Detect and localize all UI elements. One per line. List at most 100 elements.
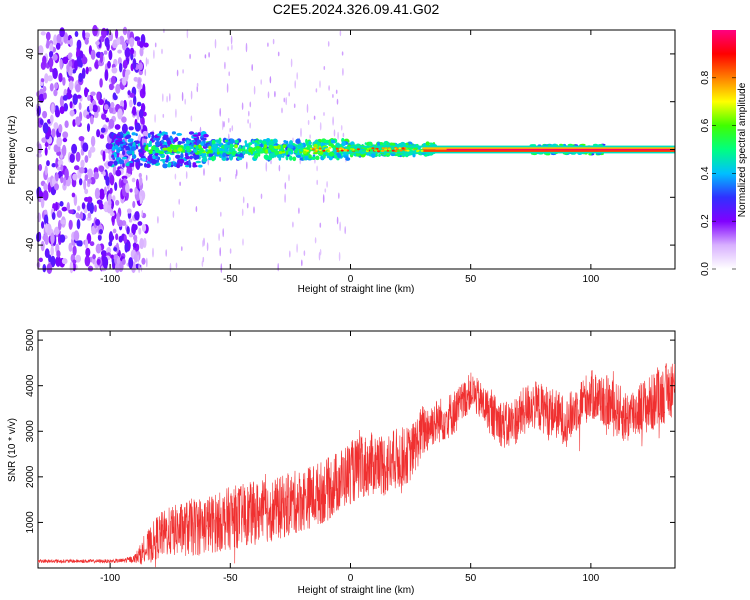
spectrogram-cell-700 [307, 119, 310, 126]
spectrogram-cell-1535 [355, 153, 360, 157]
spectrogram-cell-1775 [229, 155, 234, 161]
spectrogram-x-label: Height of straight line (km) [298, 284, 415, 295]
spectrogram-cell-749 [220, 211, 222, 217]
spectrogram-cell-1987 [207, 149, 213, 153]
spectrogram-cell-2143 [313, 146, 317, 149]
spectrogram-cell-448 [135, 178, 140, 189]
spectrogram-cell-380 [84, 174, 89, 181]
spectrogram-cell-964 [122, 156, 127, 160]
spectrogram-cell-413 [133, 224, 138, 231]
spectrogram-cell-1988 [282, 144, 286, 149]
spectrogram-cell-2198 [371, 147, 375, 150]
spectrogram-cell-497 [84, 87, 88, 98]
spectrogram-cell-702 [338, 251, 341, 262]
spectrogram-cell-804 [285, 97, 288, 106]
spectrogram-cell-1649 [122, 150, 126, 156]
spectrogram-cell-801 [300, 127, 302, 138]
spectrogram-cell-1196 [131, 132, 136, 136]
spectrogram-cell-258 [51, 103, 55, 115]
spectrogram-cell-650 [111, 216, 115, 223]
snr-y-label: SNR (10 * v/v) [7, 418, 18, 482]
spectrogram-cell-1929 [263, 144, 268, 149]
spectrogram-cell-1744 [366, 142, 369, 146]
spectrogram-cell-1995 [319, 150, 324, 155]
spectrogram-x-tick-label-2: 0 [348, 274, 354, 285]
spectrogram-cell-765 [309, 134, 311, 139]
spectrogram-cell-489 [92, 254, 96, 260]
spectrogram-cell-410 [98, 98, 105, 106]
spectrogram-cell-278 [83, 179, 87, 191]
spectrogram-cell-697 [55, 172, 59, 182]
spectrogram-cell-1650 [386, 142, 389, 146]
spectrogram-cell-456 [48, 57, 54, 68]
spectrogram-cell-1942 [280, 148, 284, 152]
spectrogram-cell-1866 [216, 148, 220, 153]
spectrogram-cell-787 [152, 247, 154, 258]
spectrogram-cell-680 [121, 258, 126, 265]
spectrogram-cell-296 [44, 147, 48, 156]
spectrogram-cell-683 [133, 253, 138, 263]
spectrogram-cell-828 [301, 259, 303, 267]
spectrogram-cell-270 [137, 77, 141, 88]
spectrogram-cell-830 [283, 97, 286, 103]
spectrogram-cell-1895 [238, 144, 242, 149]
spectrogram-cell-696 [143, 42, 149, 48]
spectrogram-cell-1122 [295, 138, 301, 144]
spectrogram-cell-671 [50, 245, 54, 257]
spectrogram-cell-1236 [378, 153, 381, 157]
spectrogram-cell-1290 [176, 132, 183, 136]
spectrogram-line-upper [350, 145, 675, 148]
spectrogram-cell-673 [84, 155, 89, 163]
spectrogram-cell-662 [101, 113, 107, 120]
spectrogram-cell-310 [37, 143, 42, 155]
spectrogram-cell-869 [245, 42, 248, 53]
spectrogram-cell-178 [87, 212, 92, 219]
spectrogram-cell-499 [84, 188, 89, 195]
spectrogram-cell-1632 [176, 163, 181, 169]
snr-y-ticks: 1000 2000 3000 4000 5000 [25, 329, 675, 534]
spectrogram-cell-455 [93, 204, 97, 213]
spectrogram-cell-841 [230, 35, 233, 45]
spectrogram-cell-810 [169, 262, 172, 272]
spectrogram-cell-856 [137, 254, 139, 263]
spectrogram-cell-1633 [201, 152, 207, 157]
spectrogram-cell-425 [84, 32, 91, 39]
spectrogram-cell-527 [62, 77, 66, 86]
spectrogram-cell-874 [190, 115, 193, 122]
spectrogram-cell-679 [142, 130, 149, 137]
spectrogram-cell-799 [336, 216, 339, 225]
spectrogram-cell-814 [318, 251, 321, 261]
spectrogram-cell-1980 [234, 144, 238, 148]
spectrogram-cell-1735 [253, 154, 258, 159]
spectrogram-cell-1957 [162, 147, 168, 151]
snr-y-tick-label-2: 3000 [25, 420, 36, 443]
spectrogram-cell-1056 [181, 137, 187, 142]
spectrogram-cell-591 [110, 254, 114, 259]
spectrogram-cell-1853 [345, 151, 350, 155]
spectrogram-cell-1590 [148, 154, 153, 160]
spectrogram-cell-677 [99, 51, 104, 64]
spectrogram-cell-354 [42, 264, 47, 273]
spectrogram-cell-336 [61, 206, 68, 212]
colorbar-ticks: 0.0 0.2 0.4 0.6 0.8 [700, 70, 736, 276]
spectrogram-cell-837 [316, 179, 319, 186]
spectrogram-cell-109 [73, 165, 80, 171]
spectrogram-cell-1971 [177, 147, 183, 152]
spectrogram-cell-878 [242, 238, 244, 246]
spectrogram-cell-352 [41, 137, 48, 143]
spectrogram-cell-795 [241, 208, 244, 217]
spectrogram-cell-1978 [155, 149, 159, 152]
spectrogram-cell-1485 [159, 159, 166, 162]
spectrogram-cell-359 [114, 29, 119, 39]
spectrogram-cell-567 [113, 94, 118, 101]
spectrogram-cell-436 [139, 47, 144, 57]
spectrogram-cell-554 [73, 60, 78, 71]
spectrogram-y-ticks: -40 -20 0 20 40 [25, 48, 675, 252]
spectrogram-cell-518 [97, 234, 102, 241]
spectrogram-cell-171 [135, 160, 139, 169]
spectrogram-cell-1914 [185, 145, 190, 151]
spectrogram-cell-1760 [330, 139, 336, 144]
spectrogram-cell-626 [75, 116, 81, 126]
spectrogram-cell-593 [49, 50, 54, 57]
spectrogram-cell-681 [89, 146, 96, 153]
